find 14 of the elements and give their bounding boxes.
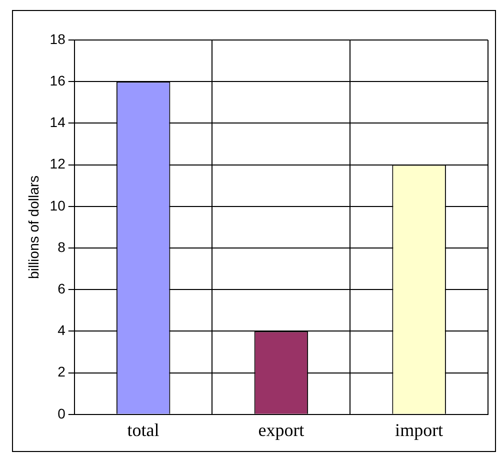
y-tick-label: 16	[50, 72, 66, 88]
y-tick-label: 18	[50, 30, 66, 47]
y-axis-title: billions of dollars	[25, 175, 42, 279]
y-tick-label: 12	[50, 156, 66, 172]
y-tick-label: 6	[58, 280, 66, 296]
x-tick-label: export	[258, 420, 304, 440]
x-tick-label: total	[127, 420, 160, 440]
y-tick-label: 14	[50, 114, 66, 130]
y-tick-label: 2	[58, 364, 66, 380]
y-tick-label: 8	[58, 238, 66, 255]
y-tick-label: 0	[58, 405, 66, 422]
x-tick-label: import	[395, 420, 444, 440]
y-tick-label: 10	[50, 197, 66, 214]
y-tick-label: 4	[58, 322, 66, 338]
